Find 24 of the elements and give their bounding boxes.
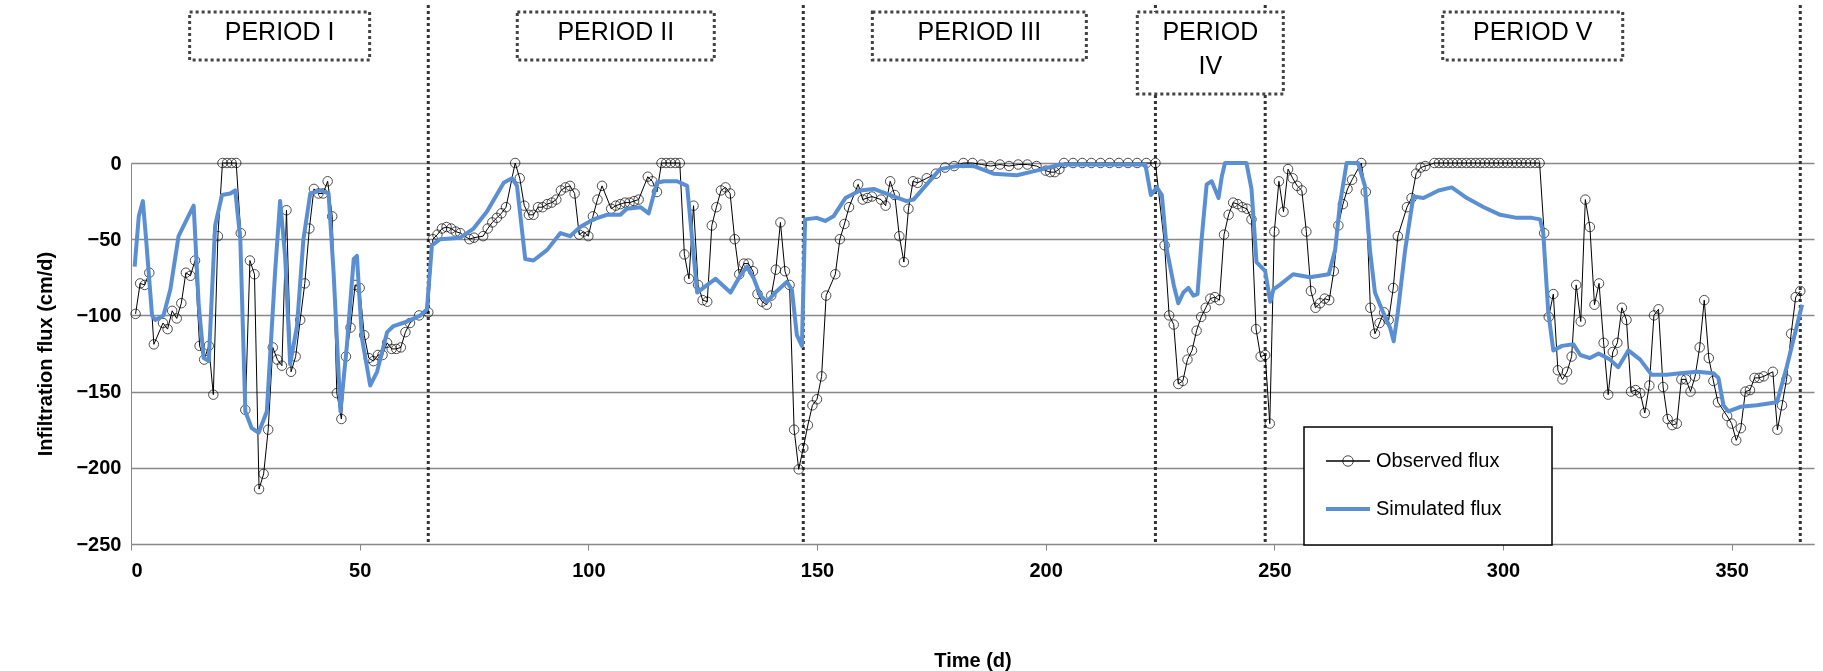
y-tick-label: −200 (76, 456, 122, 479)
x-axis-title: Time (d) (934, 648, 1012, 671)
x-tick-label: 250 (1258, 558, 1292, 581)
x-tick-label: 0 (131, 558, 143, 581)
x-tick-label: 150 (800, 558, 835, 581)
y-tick-label: −250 (76, 532, 122, 555)
y-axis-title: Infiltration flux (cm/d) (34, 251, 57, 457)
text: PERIOD III (917, 17, 1042, 45)
y-tick-label: −50 (87, 227, 122, 250)
y-tick-label: −100 (76, 303, 122, 326)
x-tick-label: 100 (572, 558, 606, 581)
legend-label: Observed flux (1376, 449, 1500, 471)
text: PERIOD IV (1162, 17, 1259, 79)
y-tick-label: 0 (110, 151, 122, 174)
line-series (132, 161, 1805, 435)
x-tick-label: 200 (1029, 558, 1063, 581)
y-tick-label: −150 (76, 380, 122, 403)
text: PERIOD II (557, 17, 675, 45)
text: PERIOD V (1473, 17, 1593, 45)
x-tick-label: 300 (1486, 558, 1521, 581)
legend-label: Simulated flux (1376, 497, 1502, 519)
text: PERIOD I (224, 17, 335, 45)
x-tick-label: 50 (349, 558, 372, 581)
x-tick-label: 350 (1715, 558, 1749, 581)
